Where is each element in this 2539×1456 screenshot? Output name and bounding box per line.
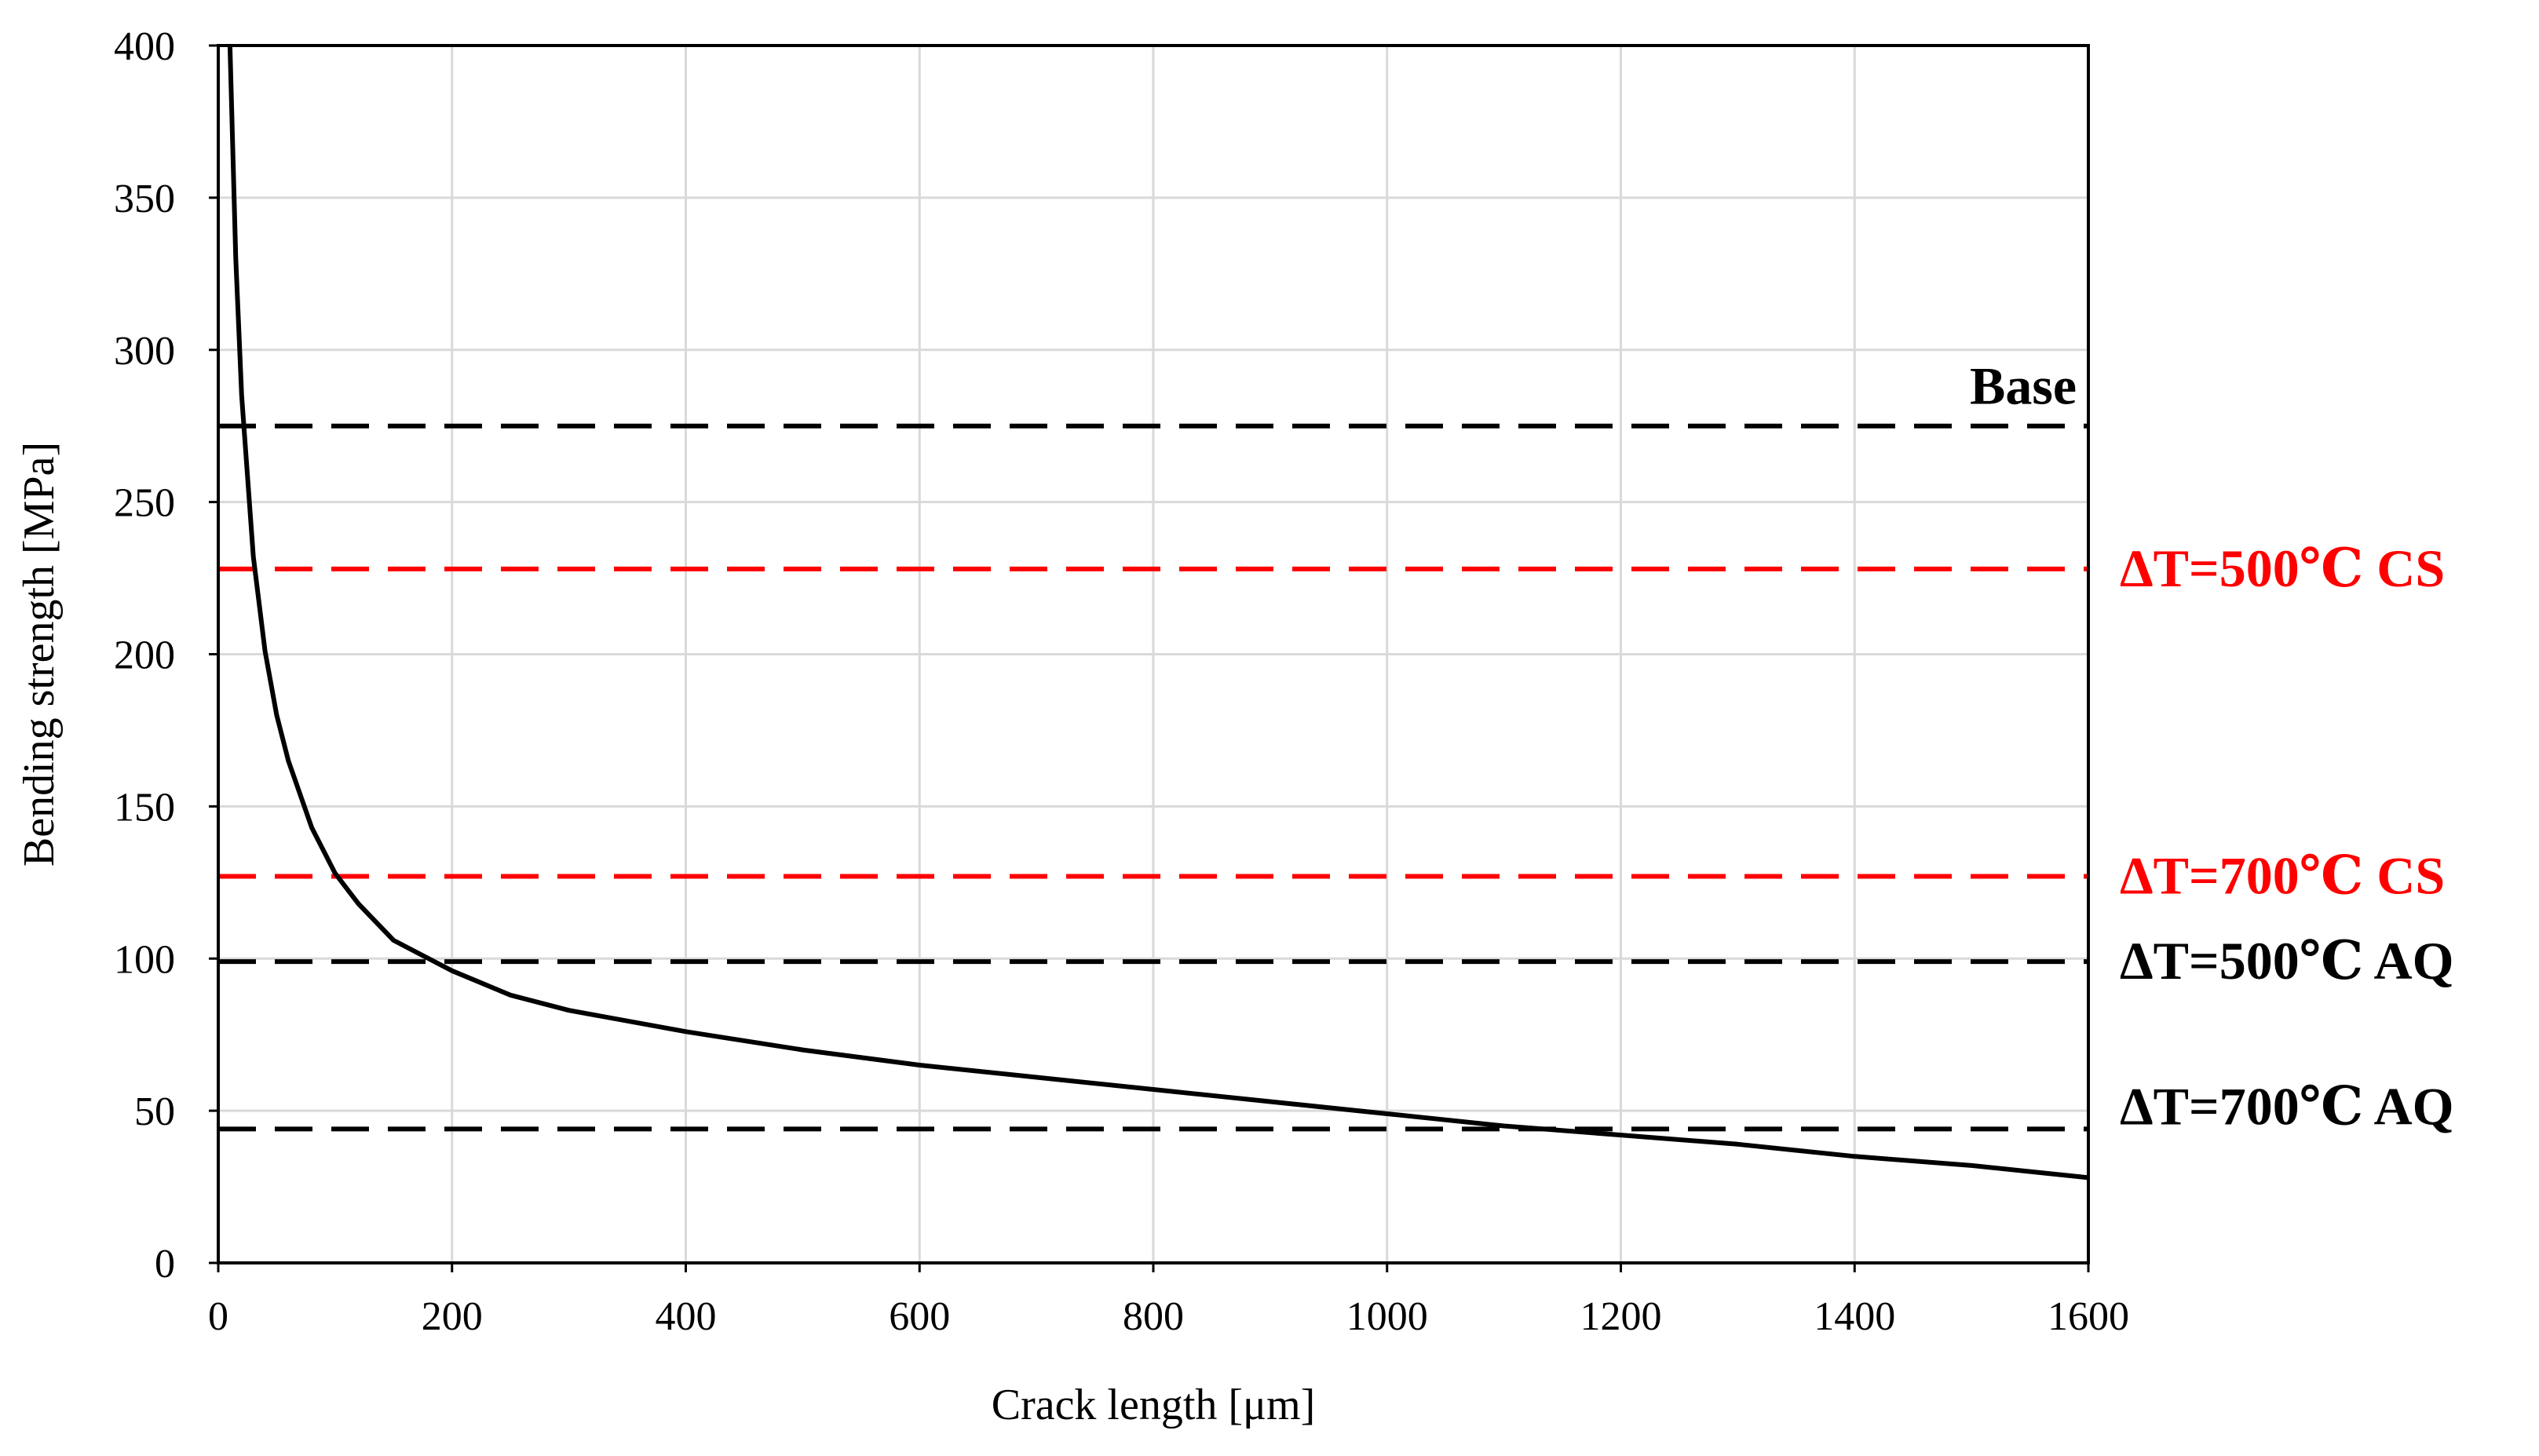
- reference-label-0: Base: [1970, 356, 2077, 416]
- y-axis-title: Bending strength [MPa]: [15, 442, 64, 867]
- y-tick-label: 300: [114, 329, 175, 374]
- x-tick-label: 1000: [1346, 1294, 1428, 1339]
- reference-labels: Base ΔT=500℃ CS ΔT=700℃ CS ΔT=500℃ AQ ΔT=700…: [1970, 356, 2453, 1137]
- series: [227, 45, 2089, 1180]
- grid: [218, 46, 2088, 1263]
- x-tick-labels: 0 200 400 600 800 1000 1200 1400 1600: [208, 1263, 2129, 1339]
- y-tick-label: 350: [114, 177, 175, 221]
- x-tick-label: 1600: [2048, 1294, 2129, 1339]
- y-tick-label: 50: [134, 1089, 175, 1134]
- reference-label-1: ΔT=500℃ CS: [2120, 538, 2445, 598]
- reference-label-4: ΔT=700℃ AQ: [2120, 1076, 2453, 1136]
- reference-label-2: ΔT=700℃ CS: [2120, 846, 2445, 906]
- x-tick-label: 600: [889, 1294, 950, 1339]
- x-tick-label: 0: [208, 1294, 228, 1339]
- reference-label-3: ΔT=500℃ AQ: [2120, 931, 2453, 991]
- y-tick-label: 200: [114, 633, 175, 678]
- y-tick-label: 0: [155, 1242, 175, 1286]
- x-axis-title: Crack length [μm]: [992, 1381, 1316, 1429]
- y-tick-label: 400: [114, 24, 175, 69]
- x-tick-label: 800: [1123, 1294, 1184, 1339]
- reference-lines: [218, 423, 2088, 1132]
- x-tick-label: 1200: [1580, 1294, 1662, 1339]
- series-line-0: [227, 45, 2089, 1180]
- y-tick-label: 150: [114, 785, 175, 830]
- x-tick-label: 1400: [1814, 1294, 1895, 1339]
- y-tick-label: 250: [114, 481, 175, 526]
- x-tick-label: 200: [422, 1294, 483, 1339]
- y-tick-labels: 0 50 100 150 200 250 300 350 400: [114, 24, 218, 1286]
- x-tick-label: 400: [656, 1294, 717, 1339]
- y-tick-label: 100: [114, 937, 175, 982]
